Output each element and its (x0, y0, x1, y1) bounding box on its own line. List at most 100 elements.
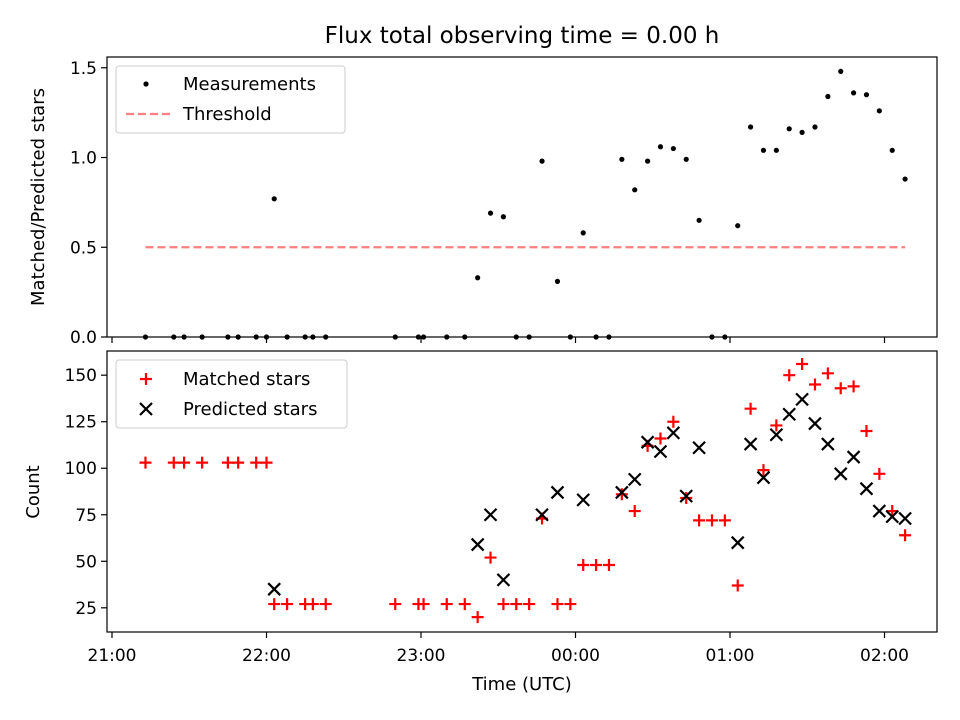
matched-stars-point (268, 598, 281, 611)
legend-measurements-label: Measurements (183, 74, 316, 95)
matched-stars-point (718, 514, 731, 527)
predicted-stars-point (267, 582, 282, 596)
matched-stars-point (551, 598, 564, 611)
bottom-y-ticks: 25 50 75 100 125 150 (65, 366, 107, 619)
measurement-point (645, 158, 651, 164)
measurement-point (657, 144, 664, 150)
matched-stars-point (497, 598, 510, 611)
matched-stars-point (178, 456, 191, 469)
predicted-stars-point (898, 511, 912, 526)
matched-stars-point (770, 419, 783, 432)
predicted-stars-point (470, 537, 485, 552)
matched-stars-point (417, 598, 430, 611)
top-axes-frame (106, 56, 938, 338)
predicted-stars-point (795, 392, 809, 407)
matched-stars-point (873, 467, 886, 480)
matched-stars-point (667, 415, 680, 428)
measurement-point (632, 187, 638, 193)
matched-stars-point (167, 456, 180, 469)
matched-stars-point (899, 529, 912, 542)
measurement-point (619, 156, 625, 162)
predicted-stars-point (846, 450, 861, 464)
matched-stars-point (484, 551, 497, 564)
measurement-point (773, 147, 779, 153)
predicted-stars-point (730, 535, 745, 550)
predicted-stars-point (833, 467, 848, 481)
matched-stars-point (602, 559, 615, 572)
measurement-point (475, 275, 481, 281)
matched-stars-point (471, 611, 484, 624)
measurement-point (683, 156, 689, 162)
matched-stars-point (834, 382, 847, 395)
matched-stars-point (886, 505, 899, 518)
matched-stars-point (440, 598, 453, 611)
bottom-y-axis-label: Count (23, 465, 44, 518)
bottom-panel: 25 50 75 100 125 150 21:00 22:00 23:00 00:00 01:0… (23, 350, 938, 695)
predicted-stars-point (692, 440, 706, 455)
predicted-stars-point (627, 472, 642, 487)
matched-stars-point (615, 488, 628, 501)
matched-stars-point (250, 456, 263, 469)
x-tick-label: 23:00 (397, 646, 446, 666)
y-tick-label: 50 (75, 552, 97, 572)
matched-stars-point (808, 378, 821, 391)
y-tick-label: 0.0 (70, 328, 97, 348)
matched-stars-point (221, 456, 234, 469)
measurement-point (812, 124, 818, 130)
matched-stars-point (319, 598, 332, 611)
predicted-stars-point (821, 437, 835, 451)
predicted-stars-point (808, 416, 822, 431)
x-tick-label: 22:00 (242, 646, 291, 666)
measurement-point (735, 223, 741, 229)
measurement-point (889, 147, 895, 153)
measurement-point (876, 108, 882, 114)
bottom-legend-box (115, 359, 348, 429)
predicted-stars-point (782, 407, 797, 422)
matched-stars-point (232, 456, 245, 469)
matched-stars-point (389, 598, 402, 611)
measurement-point (539, 158, 545, 164)
predicted-stars-point (743, 437, 758, 451)
predicted-stars-point (756, 470, 771, 485)
matched-stars-point (281, 598, 294, 611)
matched-stars-point (590, 559, 603, 572)
matched-stars-point (577, 559, 590, 572)
top-y-axis-label: Matched/Predicted stars (28, 88, 49, 306)
measurement-point (696, 217, 702, 223)
predicted-stars-point (885, 509, 900, 524)
measurement-point (799, 129, 805, 135)
legend-matched-label: Matched stars (183, 369, 310, 390)
measurement-point (786, 126, 792, 132)
matched-stars-point (139, 456, 152, 469)
measurement-point (863, 92, 870, 98)
matched-stars-point (783, 369, 796, 382)
measurement-point (902, 176, 908, 182)
bottom-axes-frame (106, 350, 938, 633)
predicted-stars-point (615, 485, 629, 500)
top-x-ticks (111, 337, 886, 343)
top-y-ticks: 0.0 0.5 1.0 1.5 (70, 59, 107, 348)
predicted-stars-point (679, 489, 694, 503)
top-plot-area (142, 68, 908, 340)
y-tick-label: 150 (65, 366, 97, 386)
predicted-stars-point (769, 427, 784, 442)
matched-stars-point (705, 514, 718, 527)
top-panel: 0.0 0.5 1.0 1.5 Matched/Predicted stars Mea… (28, 56, 938, 348)
matched-stars-point (744, 402, 757, 415)
matched-stars-point (821, 367, 834, 380)
matched-stars-point (628, 505, 641, 518)
predicted-stars-point (859, 481, 874, 496)
matched-stars-point (306, 598, 319, 611)
legend-matched-marker (140, 373, 152, 385)
measurement-point (851, 90, 857, 96)
y-tick-label: 1.5 (70, 59, 97, 79)
measurement-point (500, 214, 506, 220)
measurement-point (760, 147, 767, 153)
x-tick-label: 02:00 (860, 646, 909, 666)
y-tick-label: 100 (65, 459, 97, 479)
predicted-stars-point (550, 485, 565, 500)
x-tick-label: 01:00 (706, 646, 755, 666)
y-tick-label: 125 (65, 413, 97, 433)
matched-stars-point (196, 456, 209, 469)
matched-stars-point (796, 358, 809, 371)
